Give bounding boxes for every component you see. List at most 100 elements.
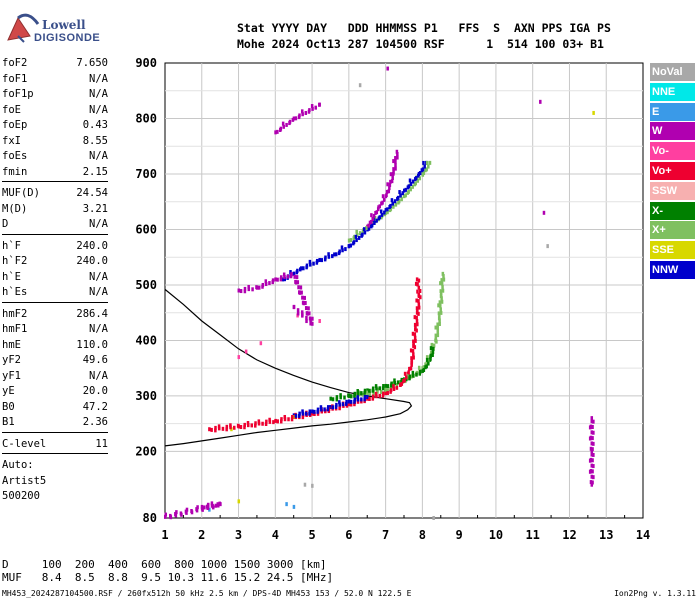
echo-point	[337, 251, 341, 256]
param-name: yF2	[2, 354, 21, 366]
echo-point	[406, 373, 410, 378]
echo-point	[435, 339, 438, 344]
echo-point	[389, 179, 392, 184]
param-row: yF2 49.6	[2, 353, 108, 369]
echo-point	[393, 378, 396, 383]
echo-point	[371, 216, 374, 221]
echo-point	[431, 352, 434, 357]
param-separator	[2, 301, 108, 307]
echo-point	[590, 416, 594, 421]
echo-point	[283, 277, 286, 282]
echo-point	[394, 156, 397, 161]
param-name: yF1	[2, 369, 21, 382]
echo-point	[417, 292, 420, 297]
echo-point	[323, 407, 326, 412]
header-labels: Stat YYYY DAY DDD HHMMSS P1 FFS S AXN PP…	[237, 21, 611, 35]
echo-point	[318, 319, 321, 324]
echo-point	[341, 248, 344, 253]
echo-point	[424, 168, 427, 173]
echo-point	[417, 285, 421, 290]
echo-point	[297, 285, 300, 290]
echo-point	[300, 310, 304, 315]
echo-point	[305, 265, 308, 270]
echo-point	[295, 270, 299, 275]
echo-point	[316, 409, 319, 414]
echo-point	[442, 274, 445, 279]
echo-point	[281, 277, 285, 282]
echo-point	[415, 315, 418, 320]
echo-point	[251, 287, 254, 292]
echo-point	[299, 285, 303, 290]
echo-point	[311, 483, 314, 488]
echo-point	[356, 233, 359, 238]
echo-point	[399, 382, 402, 387]
param-row: M(D) 3.21	[2, 202, 108, 218]
echo-point	[294, 413, 298, 418]
param-value: 2.36	[82, 416, 108, 428]
echo-point	[422, 368, 426, 373]
echo-point	[237, 288, 241, 293]
echo-point	[301, 295, 304, 300]
param-name: Artist5	[2, 474, 47, 487]
echo-point	[279, 277, 283, 282]
x-tick-label: 1	[161, 528, 168, 542]
echo-point	[225, 424, 229, 429]
echo-point	[367, 226, 371, 231]
echo-point	[410, 359, 414, 364]
echo-point	[210, 427, 213, 432]
x-tick-label: 3	[235, 528, 242, 542]
echo-point	[239, 425, 243, 430]
echo-point	[272, 420, 275, 425]
echo-point	[386, 66, 389, 71]
echo-point	[203, 505, 206, 510]
legend-item: X-	[650, 201, 695, 220]
param-value: 49.6	[82, 354, 108, 366]
echo-point	[239, 289, 243, 294]
echo-point	[164, 514, 167, 519]
param-value: 2.15	[82, 165, 108, 178]
echo-point	[375, 210, 379, 215]
echo-point	[304, 306, 308, 311]
echo-point	[243, 422, 246, 427]
echo-point	[394, 202, 398, 207]
echo-point	[437, 303, 440, 308]
param-name: yE	[2, 385, 15, 397]
y-tick-label: 700	[135, 167, 157, 181]
param-value: N/A	[89, 270, 108, 283]
echo-point	[366, 395, 369, 400]
param-name: h`Es	[2, 286, 28, 298]
echo-point	[368, 388, 371, 393]
echo-point	[318, 102, 321, 107]
echo-point	[294, 116, 298, 121]
echo-point	[416, 289, 419, 294]
param-row: 500200	[2, 489, 108, 505]
echo-point	[418, 371, 422, 376]
station-header: Stat YYYY DAY DDD HHMMSS P1 FFS S AXN PP…	[237, 20, 611, 52]
param-row: fmin 2.15	[2, 165, 108, 181]
echo-point	[311, 106, 314, 111]
echo-point	[404, 187, 407, 192]
param-name: foF2	[2, 57, 28, 69]
echo-point	[305, 315, 308, 320]
echo-point	[393, 380, 397, 385]
x-tick-label: 5	[308, 528, 315, 542]
echo-point	[411, 349, 415, 354]
echo-point	[257, 419, 261, 424]
param-value: N/A	[89, 150, 108, 162]
echo-point	[298, 413, 301, 418]
param-name: foEp	[2, 119, 28, 131]
echo-point	[381, 194, 385, 199]
param-value: 3.21	[82, 202, 108, 215]
echo-point	[388, 186, 391, 191]
echo-point	[417, 173, 420, 178]
echo-point	[362, 227, 366, 232]
echo-point	[311, 321, 314, 326]
echo-point	[247, 284, 250, 289]
echo-point	[396, 380, 400, 385]
param-row: MUF(D) 24.54	[2, 186, 108, 202]
echo-point	[592, 464, 595, 469]
echo-point	[316, 411, 320, 416]
echo-point	[439, 303, 442, 308]
echo-point	[416, 322, 419, 327]
